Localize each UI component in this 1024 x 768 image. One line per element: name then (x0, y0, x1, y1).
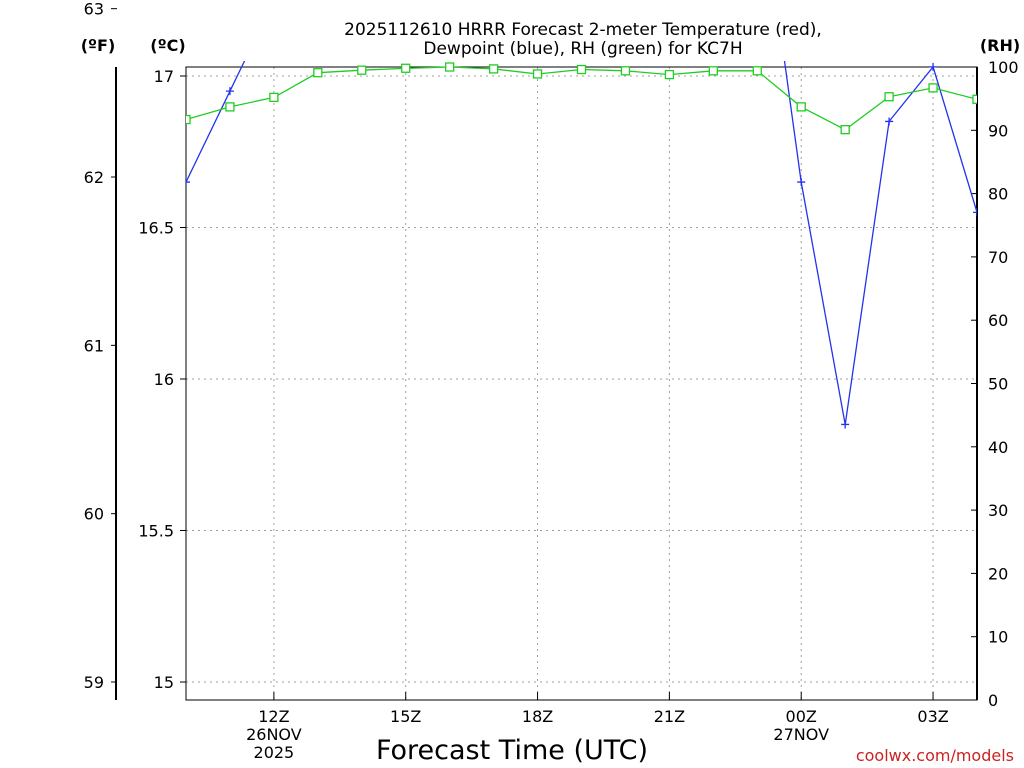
rh-point (664, 69, 675, 80)
x-axis-label: Forecast Time (UTC) (376, 735, 648, 766)
c-axis-tick-label: 17 (154, 67, 174, 86)
rh-axis-tick-label: 90 (988, 121, 1008, 140)
rh-point (313, 68, 323, 78)
x-axis-tick-label: 27NOV (773, 725, 829, 744)
rh-point (488, 64, 499, 74)
plot-frame (185, 66, 978, 701)
c-axis-tick-label: 15 (154, 673, 174, 692)
dewpoint-point (841, 420, 850, 429)
dewpoint-point (225, 87, 234, 96)
f-axis-tick-label: 63 (84, 0, 104, 19)
x-axis-tick-label: 00Z (786, 707, 817, 726)
rh-point (620, 66, 631, 76)
c-axis-tick-label: 16 (154, 370, 174, 389)
rh-point (401, 63, 411, 73)
rh-point (445, 62, 455, 72)
rh-point (796, 102, 806, 112)
rh-axis-tick-label: 100 (988, 58, 1019, 77)
rh-point (225, 102, 235, 112)
rh-point (752, 66, 762, 76)
dewpoint-point (797, 178, 806, 187)
rh-axis-tick-label: 0 (988, 691, 998, 710)
rh-axis-tick-label: 30 (988, 501, 1008, 520)
x-axis-tick-label: 15Z (390, 707, 421, 726)
rh-axis-tick-label: 10 (988, 628, 1008, 647)
f-axis-tick-label: 61 (84, 336, 104, 355)
f-axis-tick-label: 62 (84, 168, 104, 187)
rh-axis-tick-label: 40 (988, 438, 1008, 457)
dewpoint-line (186, 61, 977, 425)
rh-point (532, 69, 543, 79)
rh-point (576, 64, 587, 75)
dewpoint-point (973, 208, 977, 217)
rh-point (357, 65, 367, 75)
credit-link[interactable]: coolwx.com/models (856, 746, 1014, 765)
x-axis-tick-label: 26NOV (246, 725, 302, 744)
rh-point (269, 92, 279, 103)
dewpoint-point (929, 62, 938, 71)
gridlines (186, 67, 977, 700)
rh-axis-tick-label: 20 (988, 564, 1008, 583)
c-axis-tick-label: 15.5 (138, 522, 174, 541)
rh-axis-tick-label: 50 (988, 375, 1008, 394)
unit-label-celsius: (ºC) (150, 36, 185, 55)
x-axis-tick-label: 18Z (522, 707, 553, 726)
rh-point (186, 114, 191, 125)
chart-title-line1: 2025112610 HRRR Forecast 2-meter Tempera… (344, 20, 822, 40)
rh-axis-tick-label: 70 (988, 248, 1008, 267)
dewpoint-point (270, 0, 278, 4)
unit-label-rh: (RH) (980, 36, 1020, 55)
data-series (186, 0, 977, 429)
rh-point (928, 83, 938, 93)
rh-axis-tick-label: 80 (988, 185, 1008, 204)
x-axis-tick-label: 21Z (654, 707, 685, 726)
f-axis-tick-label: 60 (84, 505, 104, 524)
x-axis-tick-label: 12Z (258, 707, 289, 726)
rh-point (884, 92, 894, 102)
f-axis-tick-label: 59 (84, 673, 104, 692)
series-group (186, 0, 977, 429)
c-axis-tick-label: 16.5 (138, 219, 174, 238)
chart-title-line2: Dewpoint (blue), RH (green) for KC7H (423, 39, 742, 59)
x-axis-tick-label: 2025 (254, 743, 295, 762)
rh-point (840, 125, 850, 135)
rh-point (708, 66, 718, 76)
rh-point (972, 94, 977, 104)
unit-label-fahrenheit: (ºF) (81, 36, 116, 55)
x-axis-tick-label: 03Z (917, 707, 948, 726)
dewpoint-point (186, 178, 190, 187)
dewpoint-point (885, 117, 894, 126)
rh-axis-tick-label: 60 (988, 311, 1008, 330)
x-tick-labels: 1515.51616.51717.51818.51959606162636465… (84, 0, 1019, 762)
